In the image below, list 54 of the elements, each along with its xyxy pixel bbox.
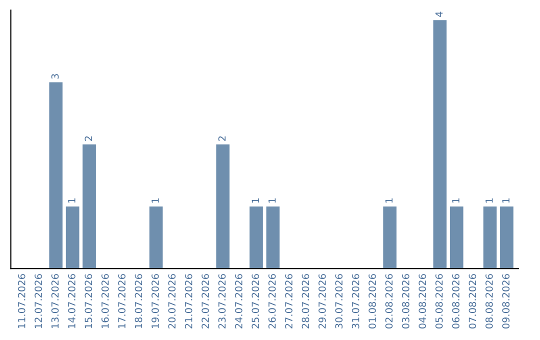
x-tick-label: 18.07.2026 [134,274,142,328]
x-tick-label: 17.07.2026 [118,274,126,328]
x-tick-label: 03.08.2026 [402,274,410,328]
x-tick-label: 15.07.2026 [84,274,92,328]
x-tick-label: 28.07.2026 [302,274,310,328]
data-label: 1 [68,198,76,203]
bar [483,206,497,269]
bar [49,82,63,269]
x-tick-label: 22.07.2026 [202,274,209,328]
bar [266,206,280,269]
x-tick-label: 06.08.2026 [452,274,460,328]
x-tick-label: 13.07.2026 [51,274,59,328]
x-tick-label: 21.07.2026 [184,274,192,328]
data-label: 1 [486,198,493,203]
bar [383,206,397,269]
x-tick-label: 29.07.2026 [318,274,326,328]
x-tick-label: 14.07.2026 [68,274,76,328]
data-label: 2 [84,136,92,141]
data-label: 3 [51,74,59,79]
x-tick-label: 19.07.2026 [152,274,159,328]
data-label: 4 [436,12,443,17]
data-label: 1 [502,198,510,203]
x-tick-label: 08.08.2026 [485,274,493,328]
bar [250,206,263,269]
data-label: 1 [252,198,259,203]
x-tick-label: 02.08.2026 [385,274,393,328]
bar [82,144,96,269]
x-tick-label: 27.07.2026 [285,274,292,328]
bar [216,144,230,269]
x-tick-label: 05.08.2026 [435,274,443,328]
data-label: 2 [218,136,226,141]
bar [149,206,163,269]
x-tick-label: 12.07.2026 [34,274,42,328]
bar [433,20,447,269]
x-tick-label: 23.07.2026 [218,274,226,328]
x-tick-label: 25.07.2026 [252,274,260,328]
x-tick-label: 09.08.2026 [502,274,510,328]
x-tick-label: 07.08.2026 [468,274,476,328]
x-tick-label: 04.08.2026 [418,274,426,328]
data-label: 1 [268,198,276,203]
x-tick-label: 01.08.2026 [368,274,376,328]
data-label: 1 [452,198,460,203]
bar [500,206,514,269]
x-tick-label: 31.07.2026 [352,274,360,328]
bar [450,206,464,269]
data-label: 1 [385,198,393,203]
x-tick-label: 24.07.2026 [235,274,242,328]
x-tick-label: 20.07.2026 [168,274,176,328]
x-tick-label: 11.07.2026 [18,274,26,328]
bar [66,206,80,269]
x-tick-label: 16.07.2026 [101,274,109,328]
x-tick-label: 30.07.2026 [335,274,343,328]
x-tick-label: 26.07.2026 [268,274,276,328]
data-label: 1 [152,198,159,203]
